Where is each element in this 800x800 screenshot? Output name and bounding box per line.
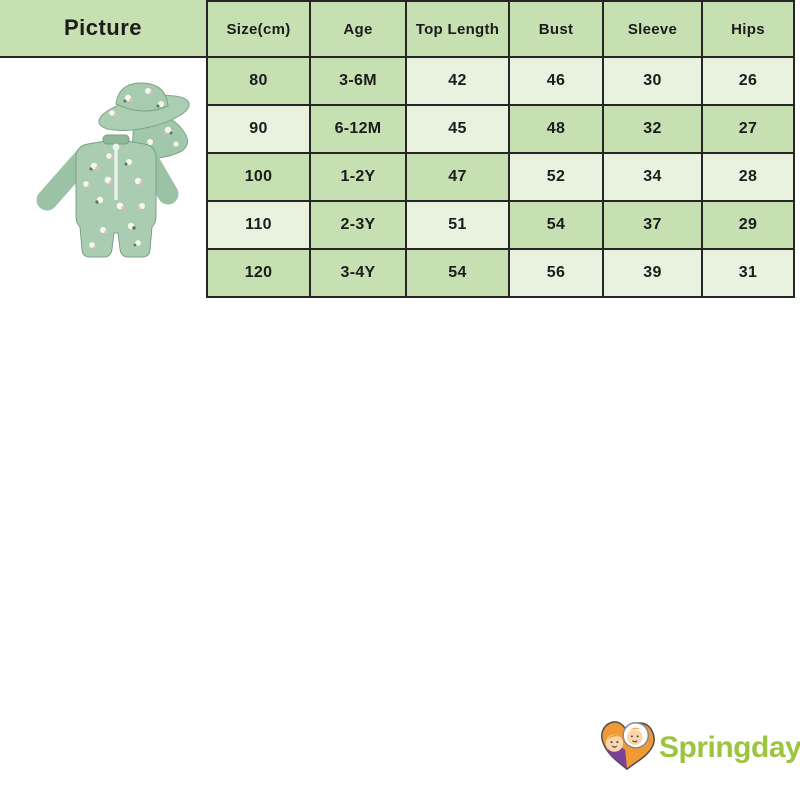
table-cell: 48 [510,106,604,154]
table-cell: 100 [206,154,311,202]
table-cell: 3-6M [311,58,407,106]
table-cell: 32 [604,106,703,154]
heart-with-two-children-icon [600,721,655,771]
table-cell: 110 [206,202,311,250]
brand-name: Springday [659,731,800,764]
table-cell: 46 [510,58,604,106]
table-cell: 54 [407,250,510,298]
table-cell: 37 [604,202,703,250]
table-cell: 34 [604,154,703,202]
column-header-top-length: Top Length [407,0,510,58]
column-header-age: Age [311,0,407,58]
picture-header-label: Picture [63,15,143,40]
table-cell: 6-12M [311,106,407,154]
table-cell: 52 [510,154,604,202]
table-cell: 56 [510,250,604,298]
column-header-hips: Hips [703,0,795,58]
hat-floral-dots [109,88,179,147]
table-cell: 47 [407,154,510,202]
table-cell: 3-4Y [311,250,407,298]
swimsuit-and-hat-illustration [36,82,190,258]
table-cell: 30 [604,58,703,106]
table-cell: 54 [510,202,604,250]
size-table: Picture Size(cm) Age Top Length Bust Sle… [0,0,795,298]
column-header-bust: Bust [510,0,604,58]
table-cell: 80 [206,58,311,106]
table-cell: 120 [206,250,311,298]
product-picture-cell [0,58,206,298]
table-cell: 29 [703,202,795,250]
table-cell: 45 [407,106,510,154]
table-cell: 42 [407,58,510,106]
brand-logo: Springday [599,716,800,774]
column-header-size-cm: Size(cm) [206,0,311,58]
table-cell: 2-3Y [311,202,407,250]
column-header-picture: Picture [0,0,206,58]
table-cell: 51 [407,202,510,250]
table-cell: 26 [703,58,795,106]
torso-floral-dots [83,153,145,249]
table-cell: 39 [604,250,703,298]
table-cell: 1-2Y [311,154,407,202]
table-cell: 27 [703,106,795,154]
table-cell: 28 [703,154,795,202]
table-cell: 90 [206,106,311,154]
table-cell: 31 [703,250,795,298]
column-header-sleeve: Sleeve [604,0,703,58]
